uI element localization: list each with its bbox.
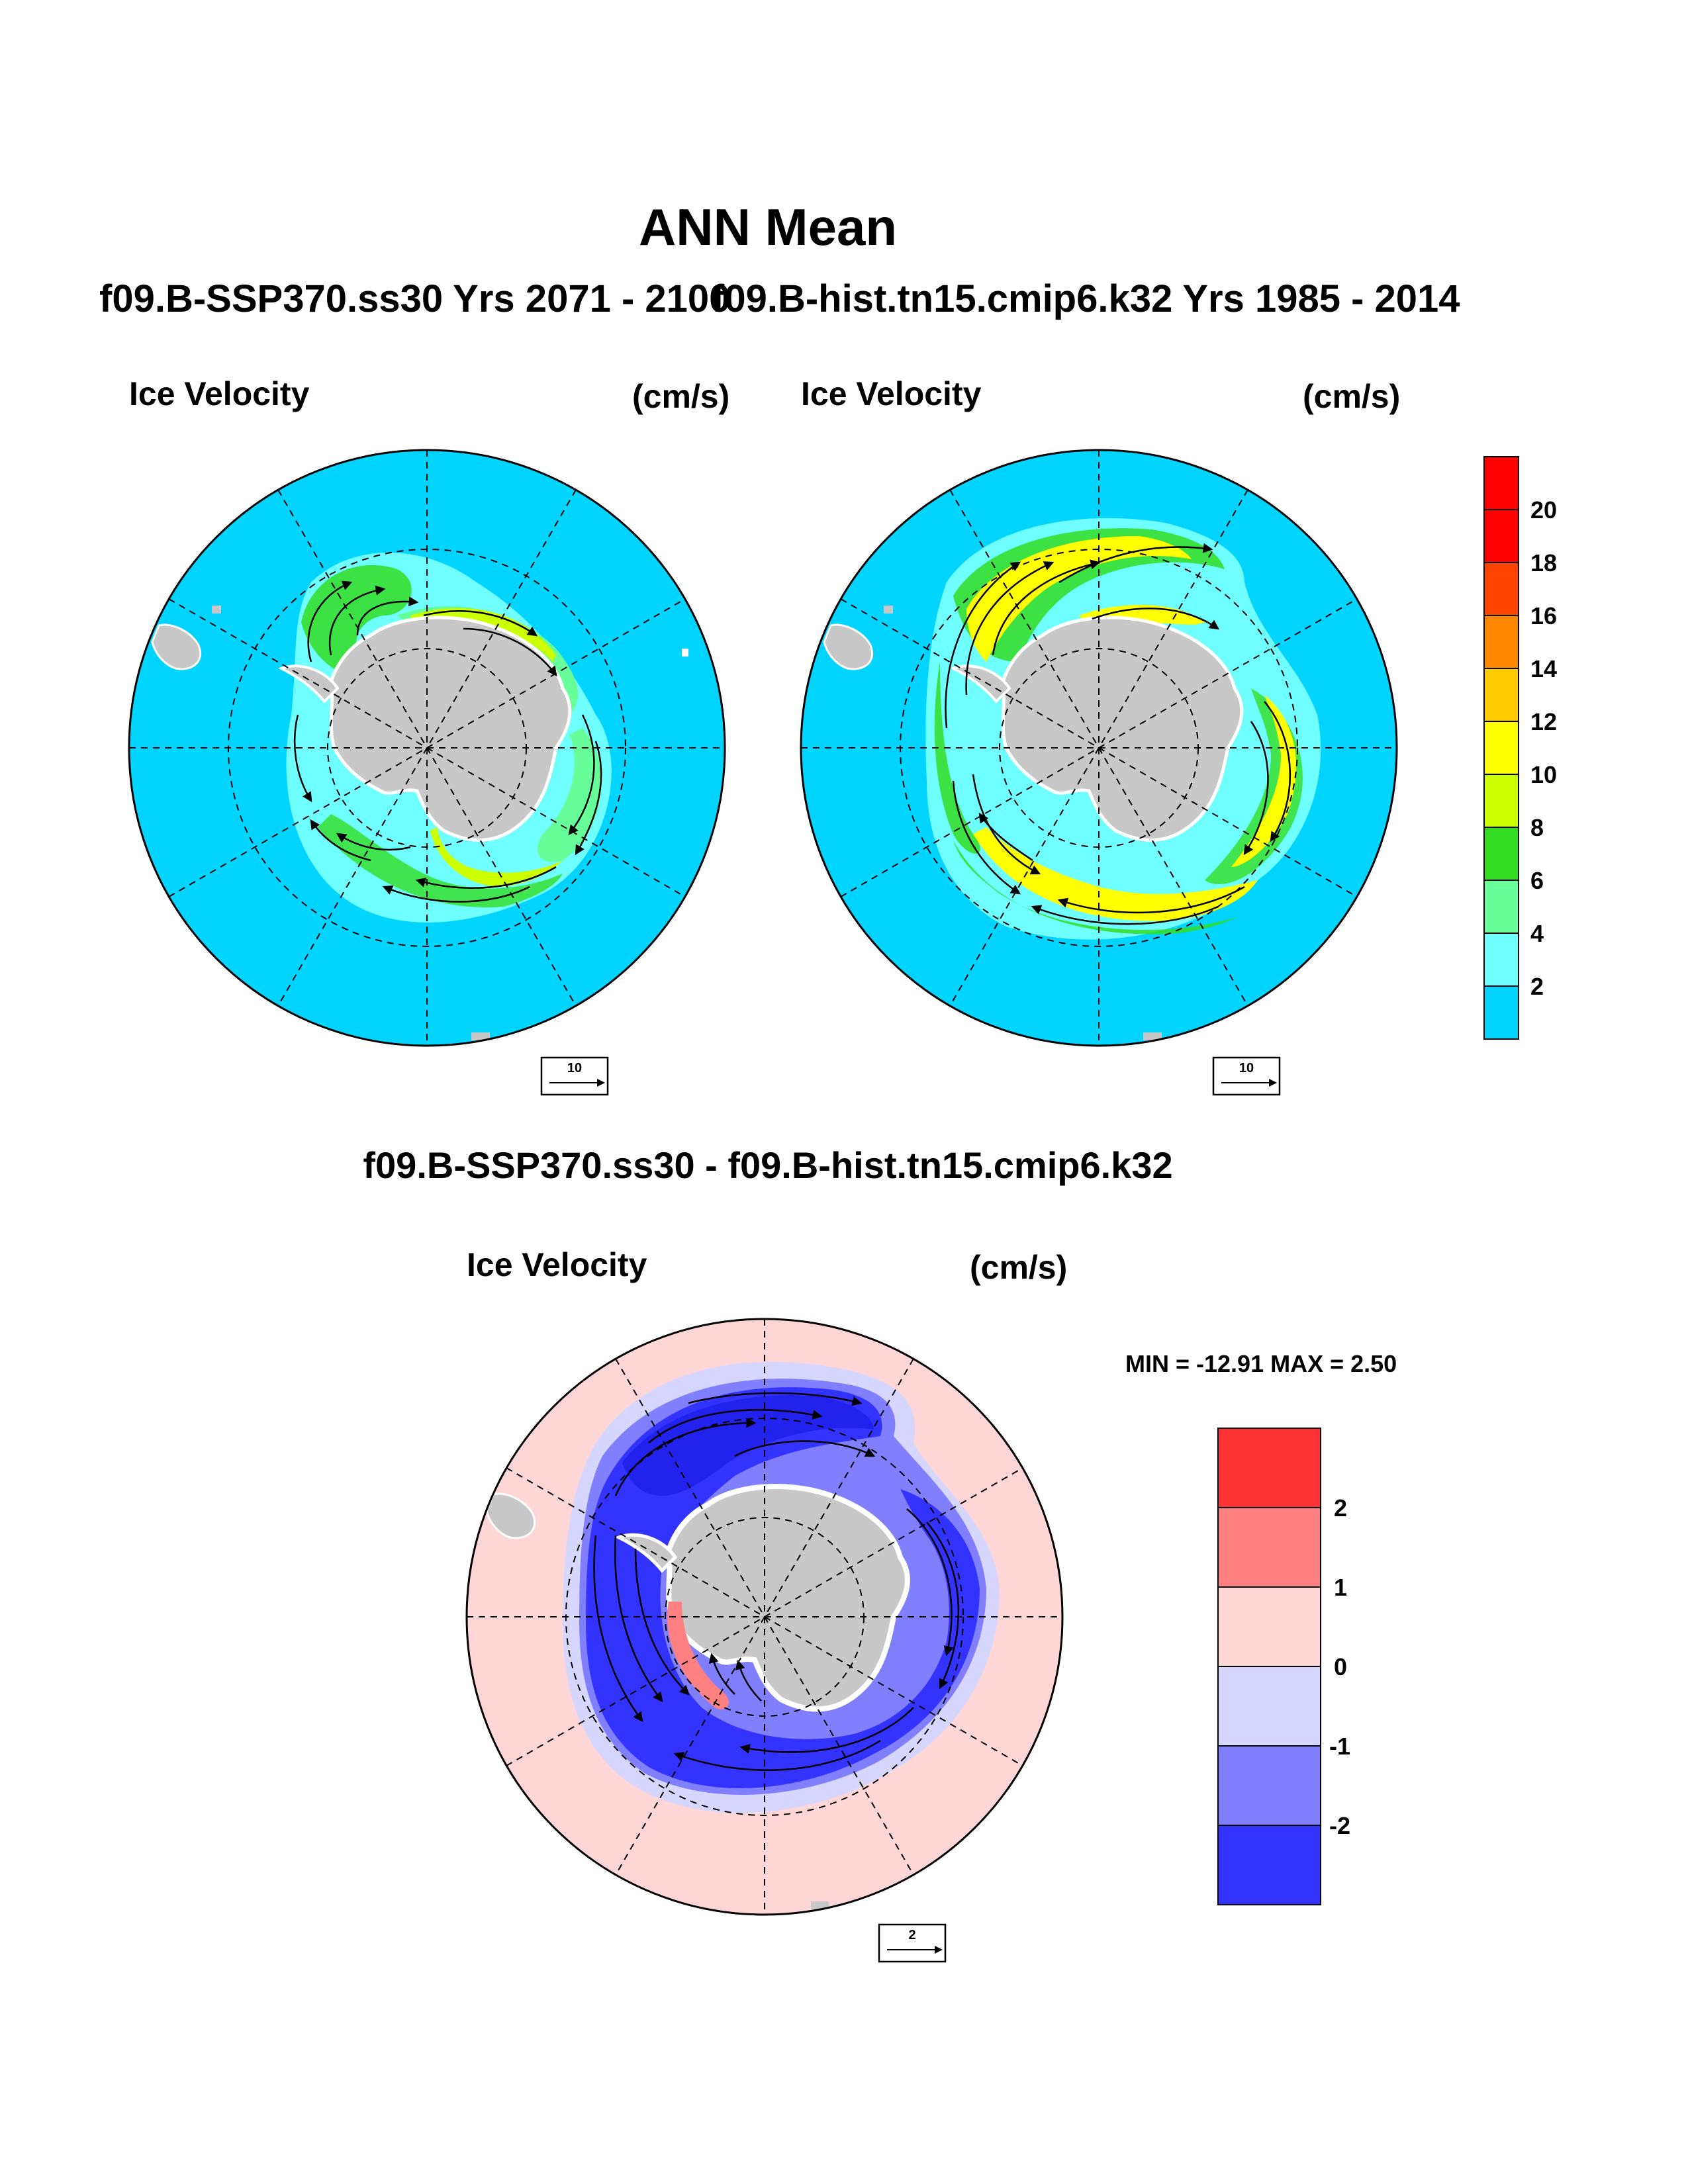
panel1-ice-band-green4 xyxy=(318,814,563,908)
colorbar-tick-label: 20 xyxy=(1530,496,1557,523)
diff-variable-label: Ice Velocity xyxy=(467,1246,647,1283)
colorbar-tick-label: 12 xyxy=(1530,708,1557,735)
diff-south-america xyxy=(485,1492,536,1539)
panel1-ref-vector-label: 10 xyxy=(567,1061,582,1075)
diff-colorbar-tick-label: -1 xyxy=(1329,1733,1350,1760)
panel1-reference-vector: 10 xyxy=(540,1056,609,1096)
diff-reference-vector: 2 xyxy=(878,1923,947,1963)
diff-title: f09.B-SSP370.ss30 - f09.B-hist.tn15.cmip… xyxy=(363,1144,1173,1186)
colorbar-tick-label: 18 xyxy=(1530,549,1557,576)
diff-peninsula xyxy=(614,1533,678,1573)
panel1-case-title: f09.B-SSP370.ss30 Yrs 2071 - 2100 xyxy=(99,277,731,320)
panel1-units-label: (cm/s) xyxy=(632,378,730,415)
panel1-south-america xyxy=(151,623,201,670)
main-colorbar: 2 4 6 8 10 12 14 16 18 20 xyxy=(1483,456,1557,1040)
panel2-south-america xyxy=(823,623,873,670)
panel2-polar-map xyxy=(800,449,1398,1047)
panel1-variable-label: Ice Velocity xyxy=(129,375,310,412)
colorbar-tick-label: 10 xyxy=(1530,761,1557,788)
diff-colorbar-tick-label: 2 xyxy=(1334,1494,1347,1522)
colorbar-tick-label: 6 xyxy=(1530,867,1544,894)
panel2-ice-band-yellow1 xyxy=(966,536,1192,662)
panel2-units-label: (cm/s) xyxy=(1303,378,1401,415)
panel1-polar-map xyxy=(128,449,726,1047)
panel2-case-title: f09.B-hist.tn15.cmip6.k32 Yrs 1985 - 201… xyxy=(712,277,1460,320)
panel1-ice-band-green3 xyxy=(537,728,602,862)
colorbar-tick-label: 8 xyxy=(1530,814,1544,841)
diff-units-label: (cm/s) xyxy=(970,1249,1068,1286)
diff-positive-patch xyxy=(667,1602,729,1709)
panel2-antarctica-land xyxy=(1001,615,1244,842)
panel2-ice-band-green-south xyxy=(953,841,1238,934)
main-title: ANN Mean xyxy=(638,198,898,256)
panel2-ref-vector-label: 10 xyxy=(1239,1061,1254,1075)
diff-ref-vector-label: 2 xyxy=(908,1928,915,1942)
colorbar-tick-label: 14 xyxy=(1530,655,1557,682)
panel1-peninsula xyxy=(278,664,340,704)
panel1-antarctica-land xyxy=(329,615,572,842)
colorbar-tick-label: 2 xyxy=(1530,973,1544,1000)
diff-colorbar-tick-label: 0 xyxy=(1334,1653,1347,1680)
panel1-ice-band-yellow2 xyxy=(430,827,563,887)
min-max-label: MIN = -12.91 MAX = 2.50 xyxy=(1125,1350,1397,1377)
panel2-ice-band-yellow-south xyxy=(973,827,1258,921)
panel2-reference-vector: 10 xyxy=(1212,1056,1281,1096)
colorbar-tick-label: 16 xyxy=(1530,602,1557,629)
diff-polar-map xyxy=(465,1318,1064,1916)
diff-colorbar-tick-label: 1 xyxy=(1334,1574,1347,1601)
colorbar-tick-label: 4 xyxy=(1530,920,1544,947)
diff-colorbar: 2 1 0 -1 -2 xyxy=(1217,1428,1350,1905)
panel2-variable-label: Ice Velocity xyxy=(801,375,982,412)
diff-colorbar-tick-label: -2 xyxy=(1329,1812,1350,1839)
diff-band-dark-blue-north xyxy=(622,1395,874,1496)
